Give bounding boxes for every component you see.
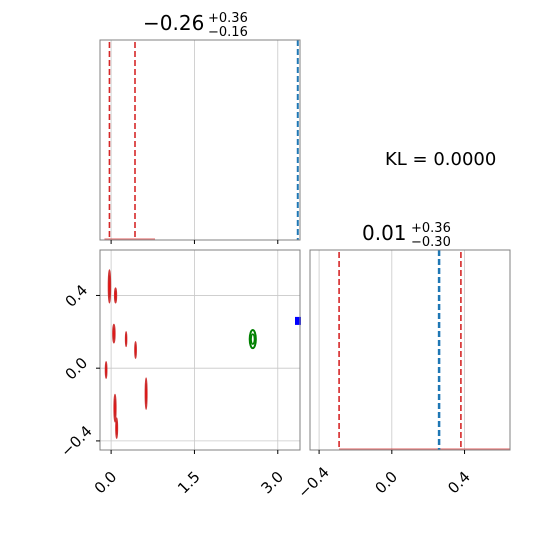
bottom-left-panel: 0.0 1.5 3.0 0.4 0.0 −0.4: [57, 249, 301, 497]
kl-annotation: KL = 0.0000: [385, 149, 496, 170]
red-contour-core-8: [116, 424, 117, 432]
red-contour-5: [104, 361, 108, 379]
bottom-right-panel: 0.01 +0.36 −0.30 −0.4 0.0 0.4: [294, 221, 511, 502]
top-left-title-sub: −0.16: [208, 25, 248, 40]
bottom-right-lines: [338, 250, 510, 450]
red-contour-3: [124, 331, 128, 348]
red-contour-8: [115, 417, 119, 439]
bottom-left-xtick-label-0: 0.0: [91, 468, 121, 498]
top-left-panel: −0.26 +0.36 −0.16: [99, 11, 301, 244]
bottom-left-xtick-label-2: 3.0: [257, 468, 287, 498]
bottom-right-xtick-label-1: 0.0: [371, 468, 401, 498]
red-contour-7: [113, 393, 117, 423]
bottom-right-title-main: 0.01: [362, 221, 407, 245]
red-contour-4: [134, 341, 137, 359]
bottom-left-ytick-label-2: −0.4: [57, 422, 95, 460]
bottom-left-grid: [100, 250, 300, 450]
top-left-grid: [110, 40, 279, 240]
top-left-title-sup: +0.36: [208, 11, 248, 26]
red-contour-6: [144, 377, 148, 410]
red-contour-1: [113, 287, 118, 304]
bottom-left-xtick-label-1: 1.5: [174, 468, 204, 498]
bottom-left-contours: [104, 269, 301, 439]
red-contour-core-2: [113, 330, 115, 337]
bottom-right-ticks: −0.4 0.0 0.4: [294, 450, 474, 502]
bottom-left-frame: [99, 249, 301, 451]
bottom-right-xtick-label-0: −0.4: [294, 463, 332, 501]
top-left-lines: [104, 40, 299, 240]
bottom-right-grid: [318, 250, 465, 450]
red-contour-0: [107, 269, 112, 304]
bottom-right-title-sub: −0.30: [411, 235, 451, 250]
red-contour-2: [112, 323, 116, 344]
bottom-left-ytick-label-1: 0.0: [62, 354, 92, 384]
bottom-right-title-sup: +0.36: [411, 221, 451, 236]
top-left-title-main: −0.26: [143, 11, 204, 35]
red-contour-core-0: [109, 280, 110, 293]
top-left-title: −0.26: [143, 11, 204, 35]
bottom-right-title: 0.01: [362, 221, 407, 245]
bottom-left-ticks: 0.0 1.5 3.0 0.4 0.0 −0.4: [57, 281, 287, 497]
top-left-ticks: [110, 240, 279, 244]
red-contour-core-6: [145, 388, 147, 400]
green-contour-inner: [250, 333, 256, 345]
top-left-frame: [99, 39, 301, 241]
green-contour-outer: [248, 329, 257, 350]
blue-truth-marker: [295, 316, 301, 325]
bottom-right-xtick-label-2: 0.4: [444, 468, 474, 498]
red-contour-core-1: [115, 292, 116, 299]
bottom-right-frame: [309, 249, 511, 451]
bottom-left-ytick-label-0: 0.4: [62, 281, 92, 311]
red-contour-core-7: [114, 403, 116, 413]
